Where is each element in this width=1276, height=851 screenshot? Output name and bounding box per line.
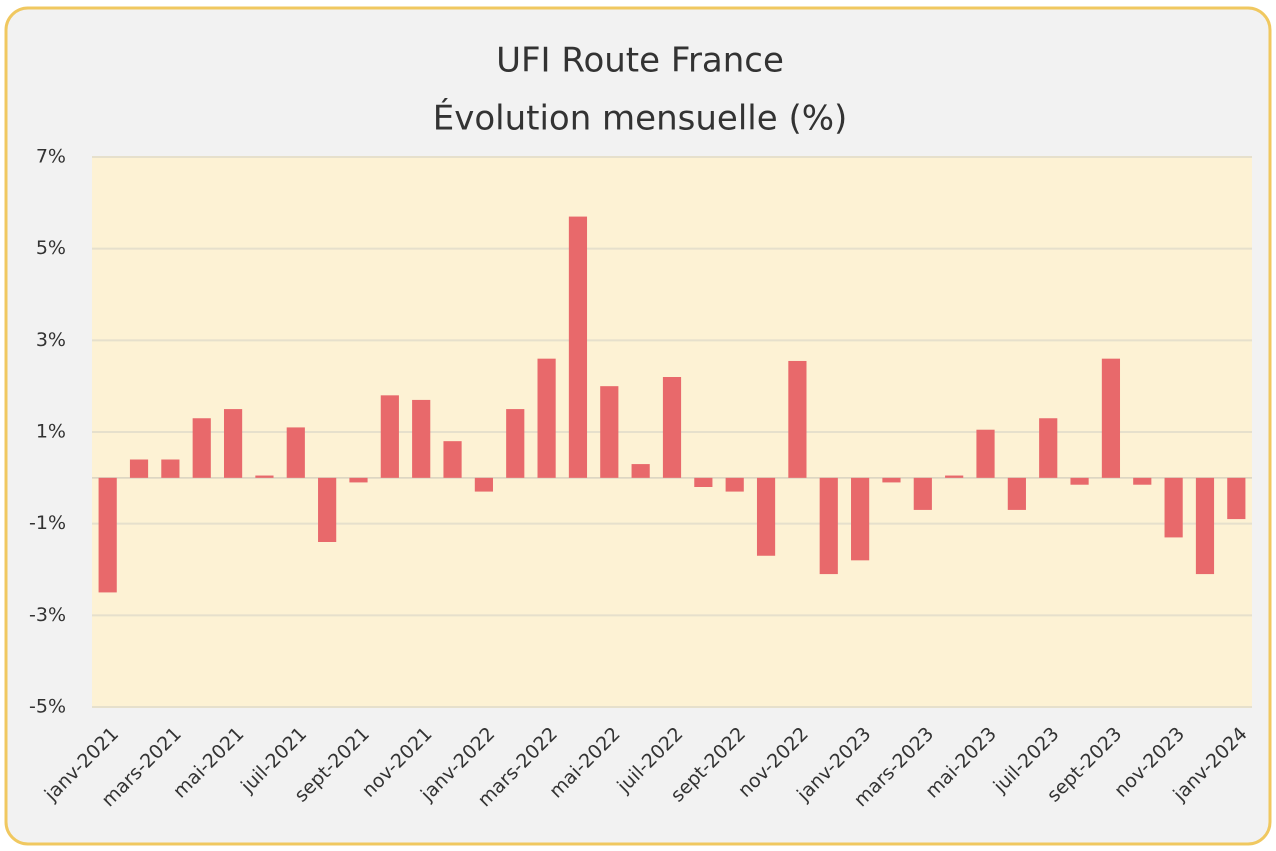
bar — [286, 427, 305, 478]
bar — [913, 477, 932, 510]
bar — [192, 418, 211, 478]
bar — [976, 429, 995, 478]
bar — [694, 477, 713, 487]
bar — [1007, 477, 1026, 510]
bar — [161, 459, 180, 478]
bar — [380, 395, 399, 478]
y-tick-label: 5% — [36, 237, 66, 259]
bar — [945, 475, 964, 478]
bar — [255, 475, 274, 478]
bar — [1227, 477, 1246, 520]
bar — [1039, 418, 1058, 478]
bar — [1133, 477, 1152, 485]
bar — [882, 477, 901, 483]
bar — [1164, 477, 1183, 538]
bar — [662, 377, 682, 478]
bar — [725, 477, 744, 492]
bar — [600, 386, 619, 478]
bar — [568, 216, 588, 478]
y-tick-label: 1% — [36, 421, 66, 443]
bar — [349, 477, 368, 483]
bar — [851, 477, 870, 561]
bar — [443, 441, 462, 478]
bar — [506, 409, 525, 478]
bar — [1070, 477, 1089, 485]
y-tick-label: -3% — [29, 604, 66, 626]
y-tick-label: 7% — [36, 146, 66, 168]
bar — [756, 477, 776, 556]
bar — [129, 459, 149, 478]
chart-subtitle: Évolution mensuelle (%) — [433, 98, 848, 139]
bar — [788, 360, 807, 478]
bar — [1101, 358, 1121, 478]
bar — [819, 477, 838, 575]
bar — [318, 477, 337, 542]
bar — [537, 358, 556, 478]
bar — [474, 477, 493, 492]
y-tick-label: -5% — [29, 696, 66, 718]
y-tick-label: -1% — [29, 512, 66, 534]
bar — [223, 409, 243, 478]
bar — [1195, 477, 1215, 575]
bar — [631, 464, 650, 478]
bar — [412, 399, 431, 478]
chart-title: UFI Route France — [496, 41, 784, 81]
bar — [98, 477, 117, 593]
y-tick-label: 3% — [36, 329, 66, 351]
